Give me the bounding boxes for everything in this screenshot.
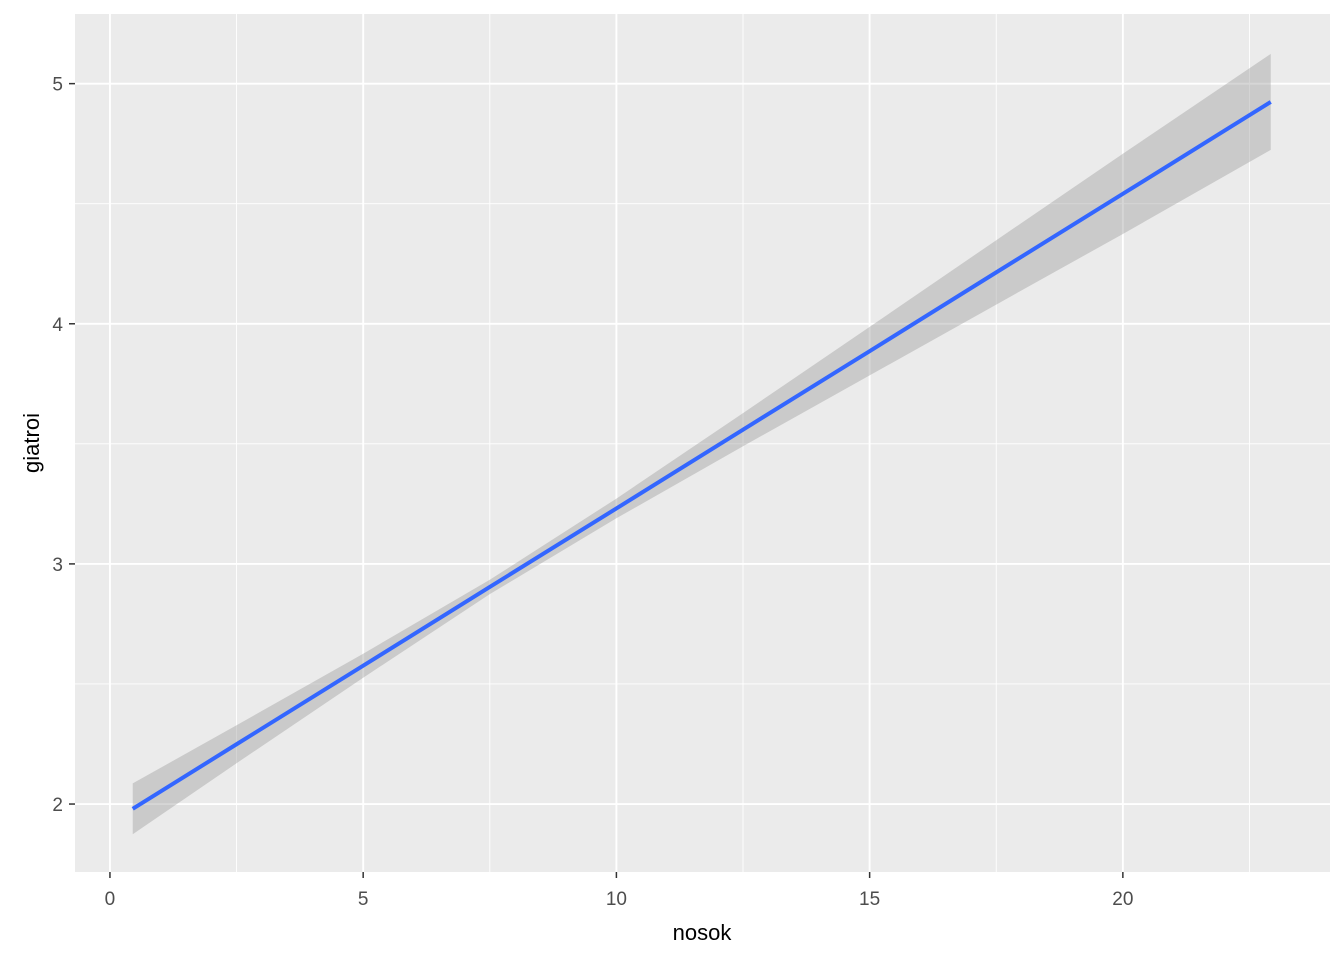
panel-background [75, 14, 1330, 872]
y-axis: 2 3 4 5 [52, 75, 75, 816]
x-tick-label: 10 [606, 889, 627, 910]
smooth-line [131, 100, 1272, 811]
x-tick-label: 15 [859, 889, 880, 910]
x-axis-label: nosok [673, 920, 733, 945]
x-tick-label: 5 [358, 889, 369, 910]
confidence-ribbon [132, 53, 1271, 835]
y-tick-label: 4 [52, 315, 63, 336]
y-axis-label: giatroi [19, 413, 44, 473]
y-tick-label: 2 [52, 795, 63, 816]
x-tick-label: 20 [1112, 889, 1133, 910]
x-tick-label: 0 [105, 889, 116, 910]
x-axis: 0 5 10 15 20 [105, 872, 1133, 910]
y-tick-label: 5 [52, 75, 63, 96]
y-tick-label: 3 [52, 555, 63, 576]
minor-gridlines [75, 14, 1330, 872]
major-gridlines [75, 14, 1330, 872]
